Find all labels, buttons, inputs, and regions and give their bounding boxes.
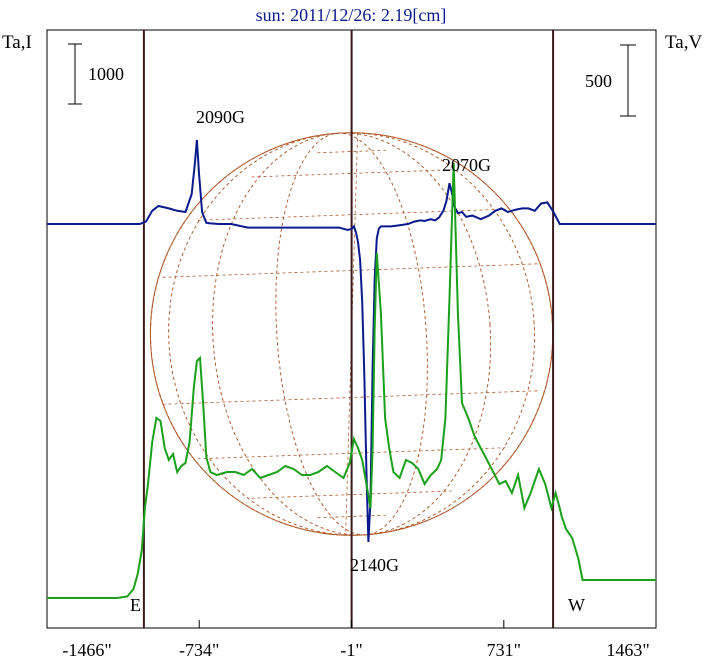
- x-tick-label: 731": [487, 640, 521, 660]
- chart-title: sun: 2011/12/26: 2.19[cm]: [256, 5, 447, 25]
- scale-bar-left-label: 1000: [88, 64, 124, 84]
- right-axis-label: Ta,V: [665, 32, 702, 53]
- x-tick-label: -734": [179, 640, 219, 660]
- series-line-circular-polarization: [47, 139, 656, 543]
- x-tick-label: -1": [340, 640, 362, 660]
- scale-bar-right-label: 500: [585, 71, 612, 91]
- disk-meridian-line: [212, 132, 492, 536]
- annotation-2070g: 2070G: [442, 155, 491, 175]
- series-line-intensity: [47, 162, 656, 599]
- x-tick-label: 1463": [606, 640, 649, 660]
- x-tick-label: -1466": [62, 640, 111, 660]
- limb-label-east: E: [130, 595, 141, 615]
- disk-meridian-line: [345, 132, 359, 536]
- scale-bar-right: 500: [585, 44, 636, 117]
- disk-meridian-line: [168, 132, 535, 536]
- left-axis-label: Ta,I: [2, 32, 32, 53]
- x-axis-ticks: -1466" -734" -1" 731" 1463": [46, 620, 657, 660]
- annotation-2090g: 2090G: [196, 107, 245, 127]
- limb-label-west: W: [568, 595, 585, 615]
- annotation-2140g: 2140G: [350, 555, 399, 575]
- scale-bar-left: 1000: [68, 43, 124, 105]
